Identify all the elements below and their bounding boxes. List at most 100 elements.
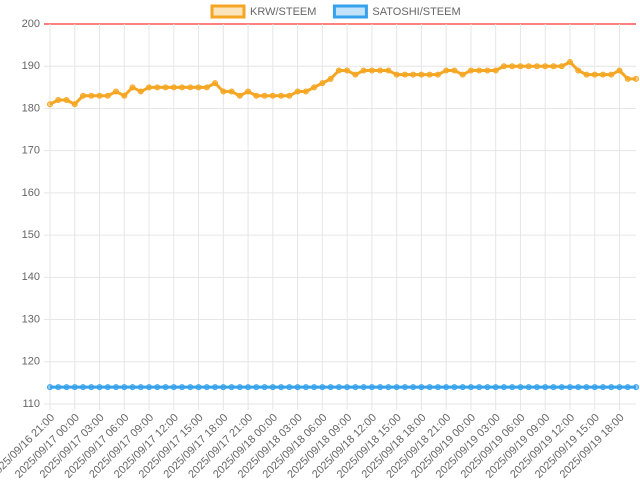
- data-point: [71, 101, 78, 108]
- data-point: [129, 84, 136, 91]
- data-point: [71, 384, 78, 391]
- data-point: [63, 97, 70, 103]
- data-point: [113, 384, 120, 391]
- data-point: [55, 384, 62, 391]
- data-point: [459, 71, 466, 78]
- y-tick-label: 120: [22, 356, 40, 368]
- data-point: [319, 384, 326, 391]
- data-point: [47, 101, 53, 108]
- data-point: [137, 88, 144, 95]
- data-point: [335, 67, 342, 74]
- data-point: [451, 384, 458, 391]
- data-point: [203, 84, 210, 91]
- data-point: [608, 71, 615, 78]
- data-point: [575, 67, 582, 74]
- data-point: [566, 59, 573, 65]
- data-point: [542, 63, 549, 70]
- data-point: [410, 384, 417, 391]
- data-point: [517, 63, 524, 70]
- data-point: [187, 384, 194, 391]
- data-point: [278, 384, 285, 391]
- data-point: [278, 92, 285, 99]
- data-point: [212, 384, 219, 391]
- data-point: [311, 384, 318, 391]
- data-point: [434, 71, 441, 78]
- data-point: [203, 384, 210, 391]
- data-point: [113, 88, 120, 95]
- data-point: [47, 384, 53, 391]
- data-point: [566, 384, 573, 391]
- data-point: [467, 384, 474, 391]
- data-point: [393, 384, 400, 391]
- data-point: [484, 67, 491, 74]
- data-point: [517, 384, 524, 391]
- data-point: [195, 384, 202, 391]
- data-point: [286, 92, 293, 99]
- data-point: [121, 92, 128, 99]
- data-point: [550, 384, 557, 391]
- data-point: [154, 84, 161, 91]
- data-point: [633, 384, 639, 391]
- data-point: [599, 384, 606, 391]
- data-point: [443, 384, 450, 391]
- data-point: [88, 384, 95, 391]
- data-point: [261, 384, 268, 391]
- y-tick-label: 150: [22, 229, 40, 241]
- data-point: [319, 80, 326, 87]
- data-point: [558, 384, 565, 391]
- data-point: [484, 384, 491, 391]
- data-point: [360, 384, 367, 391]
- data-point: [286, 384, 293, 391]
- y-tick-label: 160: [22, 187, 40, 199]
- y-tick-label: 110: [22, 398, 40, 410]
- data-point: [55, 97, 62, 103]
- data-point: [426, 384, 433, 391]
- data-point: [327, 75, 334, 82]
- legend-swatch[interactable]: [332, 4, 368, 19]
- data-point: [500, 384, 507, 391]
- data-point: [294, 88, 301, 95]
- data-point: [302, 88, 309, 95]
- data-point: [302, 384, 309, 391]
- data-point: [88, 92, 95, 99]
- data-point: [533, 384, 540, 391]
- legend-label[interactable]: KRW/STEEM: [250, 6, 316, 18]
- data-point: [533, 63, 540, 70]
- data-point: [393, 71, 400, 78]
- data-point: [344, 67, 351, 74]
- data-point: [236, 92, 243, 99]
- data-point: [220, 384, 227, 391]
- data-point: [96, 384, 103, 391]
- data-point: [352, 384, 359, 391]
- y-tick-label: 200: [22, 18, 40, 30]
- data-point: [616, 67, 623, 74]
- data-point: [63, 384, 70, 391]
- legend-label[interactable]: SATOSHI/STEEM: [372, 6, 460, 18]
- data-point: [335, 384, 342, 391]
- data-point: [137, 384, 144, 391]
- data-point: [104, 384, 111, 391]
- data-point: [253, 92, 260, 99]
- data-point: [434, 384, 441, 391]
- data-point: [558, 63, 565, 70]
- legend-swatch[interactable]: [210, 4, 246, 19]
- data-point: [253, 384, 260, 391]
- data-point: [220, 88, 227, 95]
- data-point: [170, 384, 177, 391]
- data-point: [377, 67, 384, 74]
- data-point: [385, 67, 392, 74]
- data-point: [327, 384, 334, 391]
- data-point: [608, 384, 615, 391]
- data-point: [591, 71, 598, 78]
- data-point: [443, 67, 450, 74]
- data-point: [96, 92, 103, 99]
- data-point: [633, 75, 639, 82]
- data-point: [368, 384, 375, 391]
- data-point: [360, 67, 367, 74]
- data-point: [575, 384, 582, 391]
- data-point: [542, 384, 549, 391]
- data-point: [80, 92, 87, 99]
- data-point: [352, 71, 359, 78]
- data-point: [599, 71, 606, 78]
- data-point: [212, 80, 219, 87]
